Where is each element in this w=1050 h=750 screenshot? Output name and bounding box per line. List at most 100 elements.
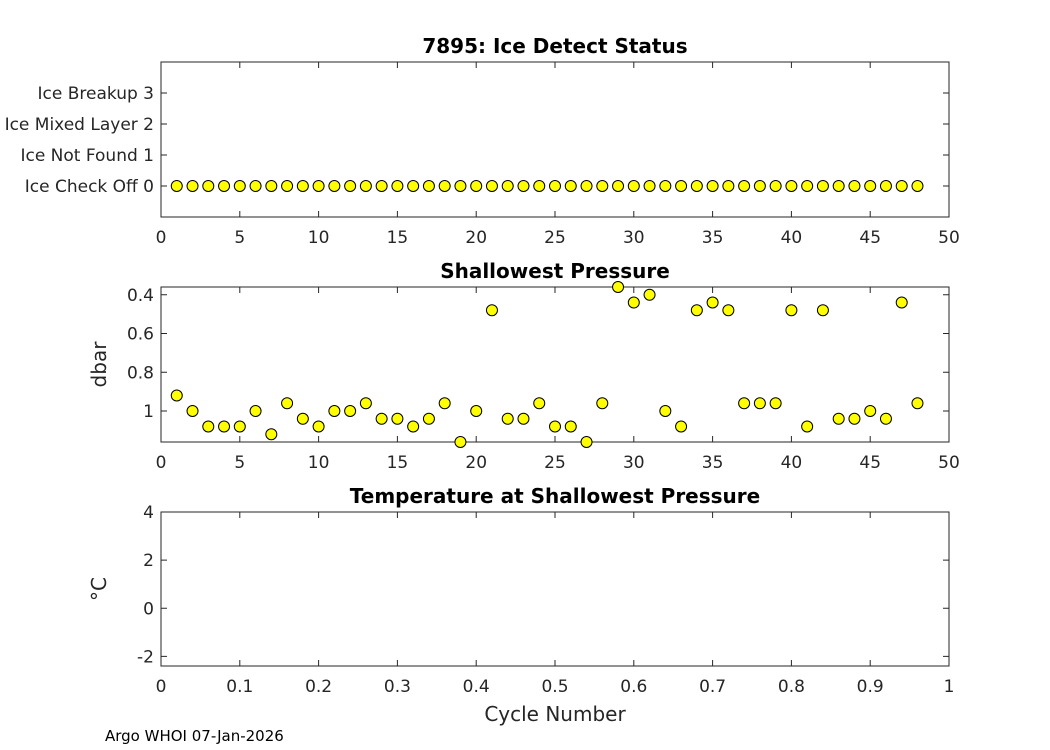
x-tick-label: 10 [308,453,330,473]
data-point [407,420,420,433]
data-point [911,180,924,192]
data-point [249,180,262,192]
data-point [643,288,656,301]
data-point [753,180,766,192]
data-point [344,180,357,192]
x-tick-label: 35 [702,453,724,473]
data-point [564,420,577,433]
subplot-shallowest-pressure: 0 5 10 15 20 25 30 35 40 45 50 0.4 0.6 0.8 1 Shallowest… [87,259,960,473]
data-point [328,180,341,192]
x-tick-label: 30 [623,453,645,473]
x-tick-label: 1 [944,677,955,697]
data-point [533,397,546,410]
data-point [407,180,420,192]
data-point [864,405,877,417]
data-point [454,436,467,448]
data-point [549,420,561,433]
data-point [344,405,357,417]
data-point [895,180,908,192]
x-tick-label: 0.1 [226,677,253,697]
data-point [612,281,625,293]
data-point [549,180,561,192]
data-point [785,304,798,317]
data-point [769,397,782,410]
data-point [359,180,372,192]
data-point [359,397,372,410]
data-point [281,397,294,410]
data-point [485,304,498,317]
x-tick-label: 45 [859,453,881,473]
x-tick-label: 5 [234,453,245,473]
y-axis-label: °C [87,577,111,601]
data-point [375,412,388,425]
data-point [706,296,719,309]
x-tick-label: 50 [938,453,960,473]
data-point [580,436,593,448]
chart-title: Temperature at Shallowest Pressure [350,484,760,508]
y-tick-label: 0.8 [127,363,154,383]
data-point [564,180,577,192]
axes-frame [160,511,950,667]
data-point [328,405,341,417]
data-point [738,180,751,192]
data-point [391,180,404,192]
data-point [879,412,892,425]
data-point [675,420,688,433]
x-tick-label: 15 [387,453,409,473]
x-tick-label: 0.3 [384,677,411,697]
chart-title: Shallowest Pressure [440,259,670,283]
data-point [186,405,199,417]
data-point [438,397,451,410]
x-tick-label: 35 [702,228,724,248]
data-point [659,405,672,417]
y-tick-label: 1 [143,402,154,422]
data-point [801,180,814,192]
y-axis-label: dbar [87,341,111,388]
data-point [296,180,309,192]
data-point [832,180,845,192]
x-tick-label: 20 [465,228,487,248]
x-tick-label: 0.2 [305,677,332,697]
data-point [722,304,735,317]
data-point [170,389,183,402]
data-point [202,180,215,192]
data-point [895,296,908,309]
data-point [816,180,829,192]
x-tick-label: 25 [544,228,566,248]
data-point [485,180,498,192]
data-point [470,405,483,417]
data-point [848,180,861,192]
data-point [690,304,703,317]
x-tick-label: 40 [781,228,803,248]
data-point [911,397,924,410]
data-point [422,412,435,425]
data-point [643,180,656,192]
x-tick-label: 20 [465,453,487,473]
y-tick-label: 4 [143,503,154,523]
data-point [690,180,703,192]
x-tick-label: 50 [938,228,960,248]
x-tick-label: 0.6 [620,677,647,697]
data-point [233,420,246,433]
x-tick-label: 0.4 [463,677,490,697]
data-point [454,180,467,192]
data-point [816,304,829,317]
y-tick-label: -2 [137,647,154,667]
data-point [533,180,546,192]
y-tick-label: Ice Check Off 0 [25,177,154,197]
data-point [218,180,231,192]
data-point [249,405,262,417]
data-point [848,412,861,425]
x-tick-label: 0 [156,453,167,473]
chart-title: 7895: Ice Detect Status [422,34,687,58]
y-tick-label: 0 [143,599,154,619]
subplot-ice-detect-status: 0 5 10 15 20 25 30 35 40 45 50 Ice Check Off 0 Ice N… [5,34,960,248]
data-point [391,412,404,425]
data-point [438,180,451,192]
data-point [769,180,782,192]
y-tick-label: Ice Breakup 3 [38,84,155,104]
data-point [706,180,719,192]
data-point [296,412,309,425]
x-axis-label: Cycle Number [484,702,626,726]
